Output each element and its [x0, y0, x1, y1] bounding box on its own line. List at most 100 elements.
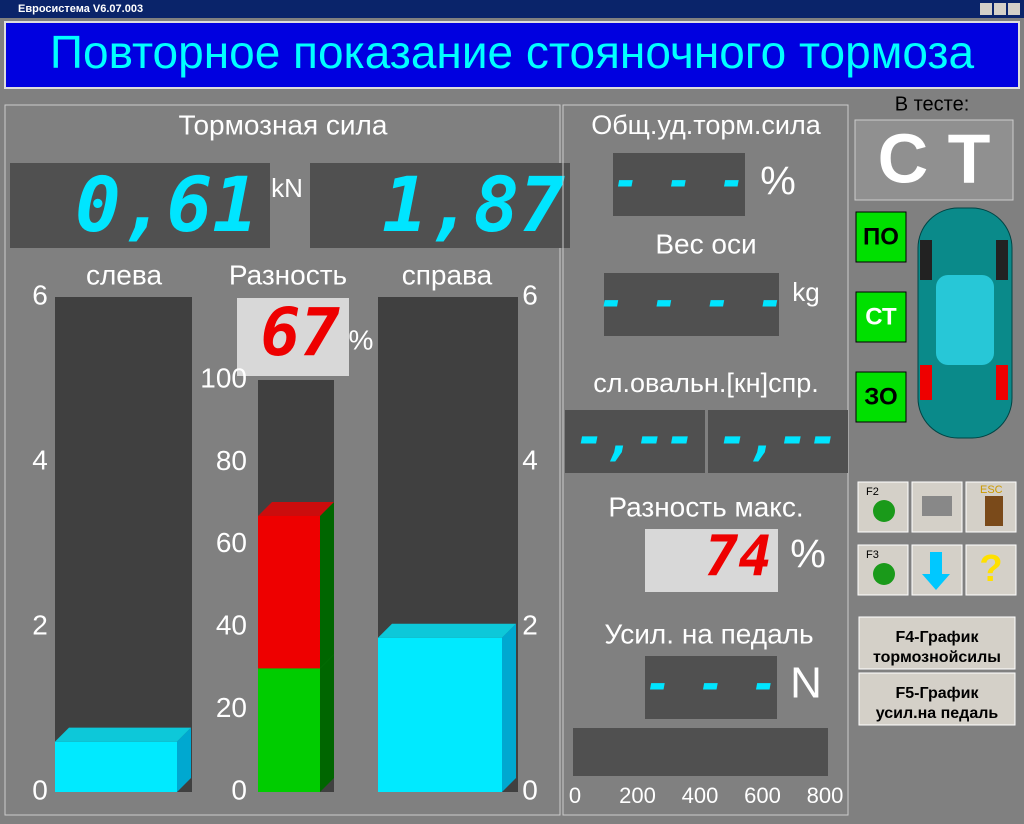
diff-max-value: 74: [705, 525, 772, 590]
wheel: [996, 240, 1008, 280]
printer-icon: [922, 496, 952, 516]
pedal-readout: [645, 656, 777, 719]
f4-label: F4-График: [896, 629, 980, 646]
diff-max-unit: %: [790, 533, 826, 577]
difference-readout: [237, 298, 349, 376]
difference-scale-label: 0: [231, 774, 247, 805]
ovality-left-readout: [565, 410, 705, 473]
ovality-label: сл.овальн.[кн]спр.: [593, 368, 818, 398]
pedal-scale-label: 0: [569, 783, 581, 808]
pedal-value: - - -: [645, 659, 777, 710]
difference-value: 67: [261, 294, 341, 371]
window-title: Евросистема V6.07.003: [18, 3, 143, 15]
pedal-bar-track: [573, 728, 828, 776]
header-title: Повторное показание стояночного тормоза: [50, 26, 975, 78]
right-scale-label: 4: [522, 444, 538, 475]
total-readout: [613, 153, 745, 216]
left-label: слева: [86, 259, 162, 290]
ovality-right-readout: [708, 410, 848, 473]
difference-scale-label: 60: [216, 527, 247, 558]
axle-value: - - - -: [598, 276, 783, 327]
bar-side: [320, 501, 334, 669]
f5-label: F5-График: [896, 685, 980, 702]
total-value: - - -: [613, 156, 745, 207]
left-panel: [4, 104, 561, 816]
car-cabin: [936, 275, 994, 365]
left-scale-label: 2: [32, 609, 48, 640]
diff-max-label: Разность макс.: [608, 491, 803, 522]
bar: [258, 515, 320, 669]
pedal-scale-label: 200: [619, 783, 656, 808]
test-button[interactable]: [855, 291, 907, 343]
pedal-scale-label: 600: [744, 783, 781, 808]
esc-label: ESC: [980, 484, 1003, 496]
f4-button[interactable]: [858, 616, 1016, 670]
f5-button[interactable]: [858, 672, 1016, 726]
left-scale-label: 6: [32, 279, 48, 310]
right-scale-label: 6: [522, 279, 538, 310]
f3-label: F3: [866, 549, 879, 561]
brake-force-title: Тормозная сила: [179, 109, 388, 140]
right-value: 1,87: [382, 160, 565, 249]
down-icon: [873, 563, 895, 585]
axle-unit: kg: [792, 277, 819, 307]
pedal-scale-label: 400: [682, 783, 719, 808]
left-scale-label: 4: [32, 444, 48, 475]
bar-side: [502, 623, 516, 792]
bar-side: [177, 727, 191, 792]
difference-unit: %: [349, 324, 374, 355]
test-button[interactable]: [855, 371, 907, 423]
bar-top: [378, 623, 516, 638]
diff-max-readout: [645, 529, 778, 592]
f5-label: усил.на педаль: [876, 705, 999, 722]
total-label: Общ.уд.торм.сила: [591, 110, 822, 140]
force-unit: kN: [271, 173, 303, 203]
right-scale-label: 2: [522, 609, 538, 640]
car-diagram: [917, 207, 1013, 439]
title-bar: [0, 0, 1024, 18]
pedal-label: Усил. на педаль: [604, 618, 813, 649]
left-value: 0,61: [75, 160, 258, 249]
close-button[interactable]: [1008, 3, 1020, 15]
total-unit: %: [760, 160, 796, 204]
down-arrow-icon: [922, 552, 950, 590]
difference-scale-label: 100: [200, 362, 247, 393]
bar: [55, 741, 177, 792]
mode-box: [854, 119, 1014, 201]
door-icon: [985, 496, 1003, 526]
bar-top: [55, 727, 191, 742]
difference-scale-label: 20: [216, 692, 247, 723]
ovality-right: -,--: [718, 409, 838, 467]
test-button-label: СТ: [865, 303, 897, 330]
right-scale-label: 0: [522, 774, 538, 805]
in-test-label: В тесте:: [895, 93, 970, 115]
difference-scale-label: 80: [216, 445, 247, 476]
bar-side: [320, 654, 334, 792]
minimize-button[interactable]: [980, 3, 992, 15]
f4-label: тормознойсилы: [873, 649, 1001, 666]
ovality-left: -,--: [575, 409, 695, 467]
f2-label: F2: [866, 486, 879, 498]
wheel: [996, 365, 1008, 400]
pedal-unit: N: [790, 659, 822, 708]
bar-top: [258, 501, 334, 516]
right-label: справа: [402, 259, 493, 290]
axle-label: Вес оси: [655, 228, 756, 259]
test-button-label: ПО: [863, 223, 899, 250]
axle-readout: [604, 273, 779, 336]
mode: С Т: [878, 119, 991, 197]
test-button[interactable]: [855, 211, 907, 263]
left-bar-track: [55, 297, 192, 792]
header: [4, 21, 1020, 89]
difference-scale-label: 40: [216, 610, 247, 641]
maximize-button[interactable]: [994, 3, 1006, 15]
bar: [378, 637, 502, 792]
pedal-scale-label: 800: [807, 783, 844, 808]
help-button[interactable]: [965, 544, 1017, 596]
right-readout: [310, 163, 570, 248]
test-button-label: ЗО: [864, 383, 897, 410]
up-icon: [873, 500, 895, 522]
wheel: [920, 365, 932, 400]
help-label: ?: [979, 548, 1002, 590]
